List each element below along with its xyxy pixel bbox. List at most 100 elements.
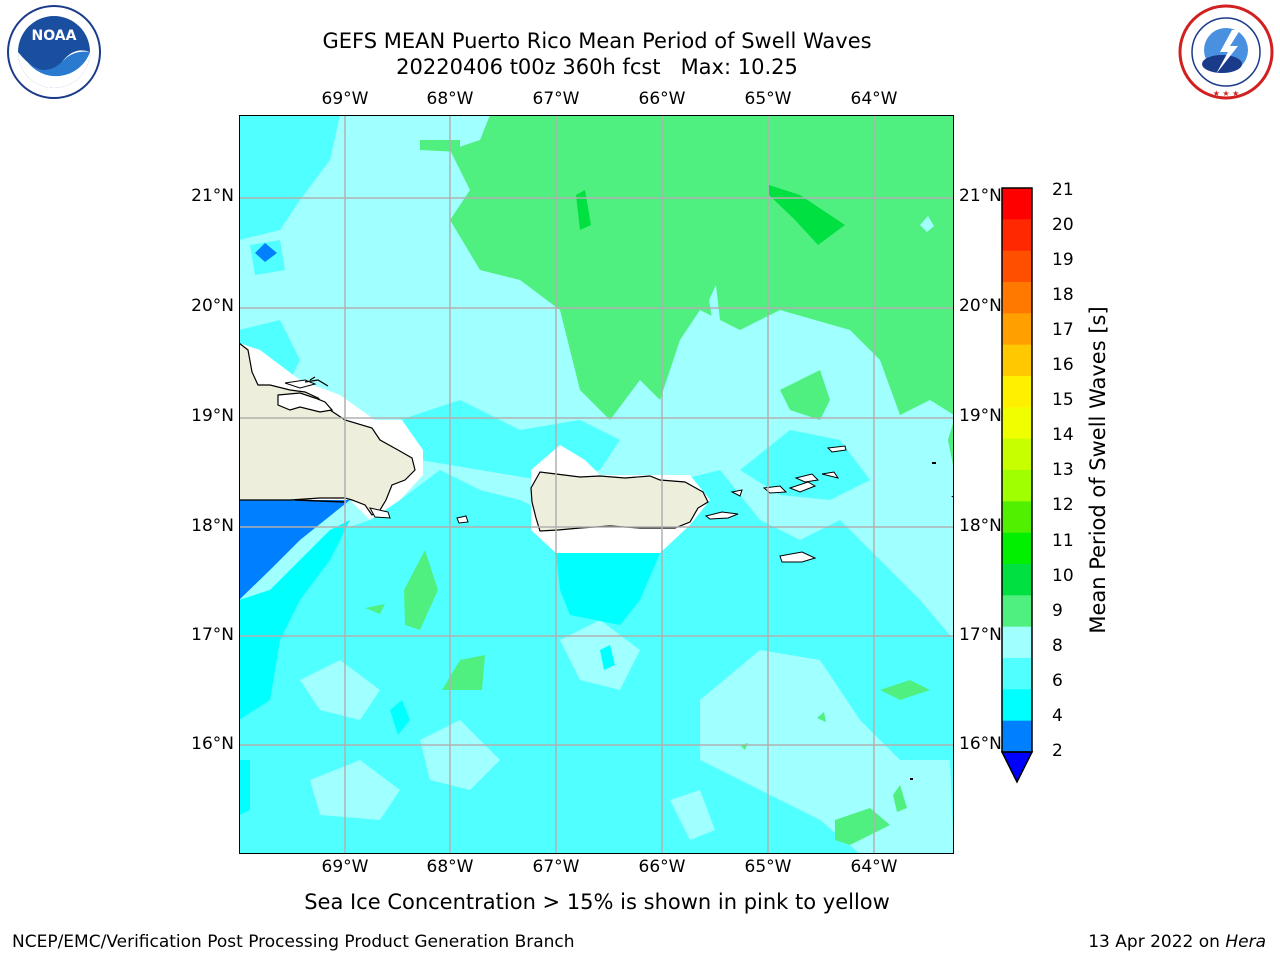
colorbar-tick-label: 14 bbox=[1052, 425, 1074, 445]
colorbar-segment bbox=[1002, 344, 1032, 377]
colorbar-tick-label: 18 bbox=[1052, 285, 1074, 305]
lon-label-top: 69°W bbox=[321, 89, 369, 109]
contour-4-6 bbox=[556, 553, 660, 625]
culebra-island bbox=[730, 489, 743, 497]
colorbar-tick-label: 2 bbox=[1052, 741, 1063, 761]
st-croix-island bbox=[779, 551, 817, 563]
contour-9-10 bbox=[404, 550, 438, 630]
contour-8-9 bbox=[920, 216, 934, 232]
lat-label-left: 20°N bbox=[191, 296, 234, 316]
contour-8-9 bbox=[310, 760, 400, 820]
lat-label-left: 19°N bbox=[191, 406, 234, 426]
map-title-line1: GEFS MEAN Puerto Rico Mean Period of Swe… bbox=[322, 29, 872, 53]
lon-label-bottom: 64°W bbox=[850, 857, 898, 877]
colorbar-extend-low bbox=[1000, 751, 1034, 784]
lon-label-bottom: 66°W bbox=[638, 857, 686, 877]
contour-9-10 bbox=[780, 370, 830, 420]
colorbar-segment bbox=[1002, 595, 1032, 628]
colorbar-tick-label: 13 bbox=[1052, 460, 1074, 480]
lat-label-left: 17°N bbox=[191, 625, 234, 645]
hispaniola-north-coast bbox=[277, 392, 334, 413]
lat-label-left: 21°N bbox=[191, 186, 234, 206]
contour-4-6 bbox=[390, 700, 410, 735]
colorbar-segment bbox=[1002, 501, 1032, 534]
colorbar-segment bbox=[1002, 532, 1032, 565]
colorbar-segment bbox=[1002, 626, 1032, 659]
hispaniola-south-coast bbox=[294, 499, 346, 503]
lon-label-top: 66°W bbox=[638, 89, 686, 109]
lat-label-right: 19°N bbox=[959, 406, 1002, 426]
contour-9-10 bbox=[835, 808, 890, 845]
colorbar-tick-label: 6 bbox=[1052, 671, 1063, 691]
contour-8-9 bbox=[300, 660, 380, 720]
colorbar-segment bbox=[1002, 188, 1032, 220]
swell-period-map bbox=[239, 115, 954, 854]
lat-label-left: 16°N bbox=[191, 734, 234, 754]
contour-4-6 bbox=[239, 760, 250, 815]
lat-label-right: 18°N bbox=[959, 516, 1002, 536]
saona-island bbox=[369, 507, 391, 519]
footer-right: 13 Apr 2022 on Hera bbox=[1088, 932, 1266, 952]
colorbar-segment bbox=[1002, 438, 1032, 471]
hispaniola-land bbox=[239, 342, 416, 516]
contour-4-6 bbox=[600, 645, 615, 670]
colorbar-tick-label: 16 bbox=[1052, 355, 1074, 375]
contour-9-10 bbox=[880, 680, 930, 700]
colorbar-segment bbox=[1002, 658, 1032, 690]
map-gridlines bbox=[239, 115, 954, 854]
lat-label-right: 17°N bbox=[959, 625, 1002, 645]
colorbar-tick-label: 11 bbox=[1052, 531, 1074, 551]
colorbar-tick-label: 17 bbox=[1052, 320, 1074, 340]
colorbar-segment bbox=[1002, 250, 1032, 283]
colorbar-tick-label: 19 bbox=[1052, 250, 1074, 270]
colorbar-tick-label: 4 bbox=[1052, 706, 1063, 726]
contour-4-6 bbox=[239, 520, 350, 720]
lon-label-bottom: 68°W bbox=[426, 857, 474, 877]
contour-10-11 bbox=[576, 190, 591, 230]
lon-label-top: 67°W bbox=[532, 89, 580, 109]
noaa-logo-text: NOAA bbox=[32, 28, 77, 44]
colorbar-segment bbox=[1002, 689, 1032, 722]
contour-9-10 bbox=[442, 655, 485, 690]
colorbar-segment bbox=[1002, 282, 1032, 314]
contour-9-10 bbox=[817, 712, 826, 722]
colorbar-tick-label: 9 bbox=[1052, 601, 1063, 621]
lon-label-top: 65°W bbox=[744, 89, 792, 109]
lat-label-right: 20°N bbox=[959, 296, 1002, 316]
mona-island bbox=[456, 515, 469, 524]
contour-2-4 bbox=[255, 243, 277, 262]
colorbar-segment bbox=[1002, 376, 1032, 408]
lat-label-right: 16°N bbox=[959, 734, 1002, 754]
colorbar-tick-label: 10 bbox=[1052, 566, 1074, 586]
lat-label-left: 18°N bbox=[191, 516, 234, 536]
contour-6-8 bbox=[239, 115, 340, 240]
lon-label-top: 68°W bbox=[426, 89, 474, 109]
contour-8-9 bbox=[709, 285, 720, 320]
contour-10-11 bbox=[769, 185, 845, 245]
contour-2-4 bbox=[239, 500, 350, 600]
noaa-logo-icon: NOAA bbox=[4, 4, 104, 100]
virgin-islands bbox=[762, 445, 847, 494]
contour-9-10 bbox=[948, 420, 954, 470]
lon-label-bottom: 67°W bbox=[532, 857, 580, 877]
puerto-rico-land bbox=[530, 471, 709, 532]
sea-ice-note: Sea Ice Concentration > 15% is shown in … bbox=[304, 890, 890, 914]
colorbar-segment bbox=[1002, 313, 1032, 346]
footer-left: NCEP/EMC/Verification Post Processing Pr… bbox=[12, 932, 575, 952]
colorbar-tick-label: 12 bbox=[1052, 495, 1074, 515]
colorbar-segment bbox=[1002, 720, 1032, 753]
colorbar-segments bbox=[1002, 188, 1032, 753]
map-title-line2: 20220406 t00z 360h fcst Max: 10.25 bbox=[396, 55, 798, 79]
colorbar-segment bbox=[1002, 564, 1032, 596]
footer-machine: Hera bbox=[1225, 932, 1266, 952]
contour-9-10 bbox=[365, 604, 385, 614]
colorbar-tick-label: 20 bbox=[1052, 215, 1074, 235]
contour-9-10 bbox=[450, 115, 954, 420]
colorbar-segment bbox=[1002, 407, 1032, 440]
lon-label-top: 64°W bbox=[850, 89, 898, 109]
lat-label-right: 21°N bbox=[959, 186, 1002, 206]
colorbar-label: Mean Period of Swell Waves [s] bbox=[1086, 306, 1110, 634]
contour-8-9 bbox=[670, 790, 715, 840]
lon-label-bottom: 65°W bbox=[744, 857, 792, 877]
footer-date: 13 Apr 2022 on bbox=[1088, 932, 1226, 952]
